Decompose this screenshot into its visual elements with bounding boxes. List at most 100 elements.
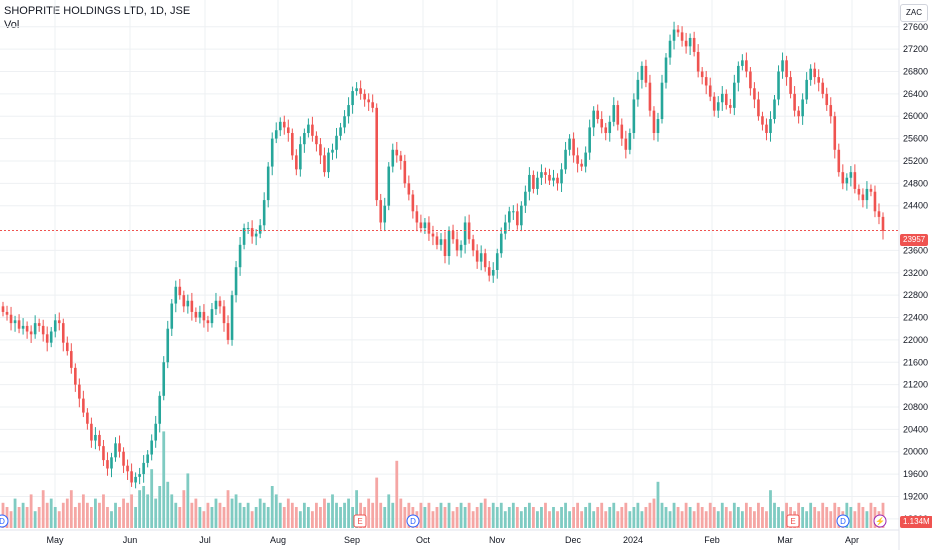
dividend-marker-circle [406,514,420,528]
volume-bar [331,494,334,528]
candle-body [741,60,744,66]
volume-bar [664,507,668,528]
volume-bar [716,511,720,528]
volume-bar [258,498,262,528]
event-marker-label: D [840,517,846,526]
event-markers[interactable]: D E D E D ⚡ [0,514,887,528]
volume-bar [700,507,704,528]
candle-body [319,144,322,156]
candle-body [170,303,174,329]
candle-body [90,423,93,441]
candle-body [327,152,330,173]
event-marker[interactable]: D [836,514,850,528]
price-tick-label: 23200 [903,268,928,278]
event-marker[interactable]: E [786,514,800,528]
candle-body [371,102,374,108]
candle-body [391,149,395,167]
volume-bar [761,507,764,528]
volume-bar [130,494,133,528]
candle-body [49,331,53,343]
event-marker[interactable]: ⚡ [873,514,887,528]
volume-bar [865,511,869,528]
volume-bar [861,507,865,528]
volume-bar [544,502,547,528]
candle-body [777,71,780,100]
candle-body [459,244,463,251]
volume-bar [801,507,805,528]
volume-bar [367,498,371,528]
candle-body [624,138,628,150]
candle-body [291,133,294,156]
candle-body [781,60,784,72]
volume-bar [479,502,483,528]
volume-bars [1,431,885,528]
price-axis[interactable]: 27600 27200 26800 26400 26000 25600 25200 24800… [903,22,928,524]
volume-bar [53,507,57,528]
volume-bar [57,511,61,528]
volume-bar [580,511,584,528]
candle-body [33,323,37,335]
event-marker-label: E [790,517,795,526]
currency-unit-badge[interactable]: ZAC [900,4,928,22]
volume-bar [170,494,174,528]
volume-bar [628,511,632,528]
candle-body [865,188,869,201]
candle-body [162,362,166,396]
volume-bar [773,502,776,528]
volume-bar [90,507,93,528]
candle-body [363,93,366,100]
volume-bar [162,431,166,528]
candle-body [640,65,644,80]
candle-body [716,102,720,111]
volume-bar [765,511,768,528]
candle-body [857,188,861,195]
volume-bar [306,507,310,528]
volume-bar [833,502,837,528]
volume-bar [9,511,13,528]
candle-body [94,434,97,441]
volume-bar [548,511,551,528]
volume-bar [495,507,499,528]
candle-body [700,71,704,78]
candle-body [198,311,202,318]
volume-bar [166,481,170,528]
time-tick-label: Jul [199,535,211,545]
volume-bar [106,507,109,528]
time-axis[interactable]: May Jun Jul Aug Sep Oct Nov Dec 2024 Feb Mar Apr [46,535,859,545]
candle-body [25,325,29,332]
event-marker-label: D [410,517,416,526]
candle-body [636,79,640,100]
volume-bar [568,511,571,528]
candle-body [873,191,877,212]
event-marker[interactable]: D [0,514,9,528]
time-tick-label: Mar [777,535,793,545]
candle-body [544,172,547,175]
event-marker[interactable]: D [406,514,420,528]
candle-body [61,323,65,343]
candle-body [102,446,105,461]
volume-bar [809,502,813,528]
volume-bar [507,507,511,528]
candle-body [512,211,515,213]
candle-body [254,233,258,237]
event-marker[interactable]: E [353,514,367,528]
candle-body [146,454,149,463]
volume-bar [463,507,467,528]
volume-bar [692,511,696,528]
candle-body [53,320,57,332]
volume-bar [25,507,29,528]
volume-bar [467,502,471,528]
candle-body [186,300,190,307]
volume-bar [431,511,435,528]
volume-bar [142,486,146,528]
time-tick-label: Feb [704,535,720,545]
volume-bar [126,502,129,528]
volume-bar [379,502,383,528]
candle-body [825,93,829,106]
candle-body [676,29,680,33]
volume-bar [174,502,178,528]
volume-bar [262,502,266,528]
volume-bar [73,507,77,528]
volume-bar [94,498,97,528]
